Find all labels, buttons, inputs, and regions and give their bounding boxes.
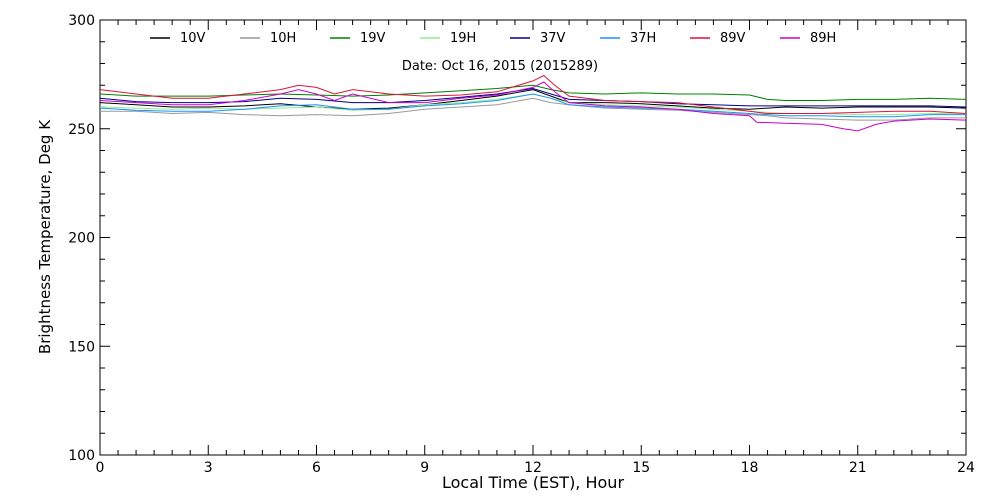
x-tick-label: 18: [741, 460, 759, 476]
ticks-layer: 0 3 6 9 12 15 18 21 24 100 150 200 250 300: [68, 13, 975, 476]
x-tick-label: 6: [312, 460, 321, 476]
y-tick-label: 250: [68, 122, 95, 138]
series-line-19h: [99, 93, 966, 116]
series-layer: [99, 74, 967, 132]
y-tick-label: 300: [68, 13, 95, 29]
series-line-37v: [99, 87, 967, 108]
legend-label: 19V: [360, 31, 386, 46]
x-axis-label: Local Time (EST), Hour: [442, 473, 624, 492]
series-line-89v: [99, 74, 967, 114]
x-tick-label: 15: [632, 460, 650, 476]
series-line-19v: [99, 84, 967, 101]
x-tick-label: 3: [204, 460, 213, 476]
x-tick-label: 9: [420, 460, 429, 476]
series-line-10h: [100, 97, 966, 121]
y-tick-label: 100: [68, 448, 95, 464]
legend-label: 37V: [540, 31, 566, 46]
legend-label: 19H: [450, 31, 476, 46]
x-tick-label: 12: [524, 460, 542, 476]
legend-label: 37H: [630, 31, 656, 46]
series-line-10v: [99, 89, 967, 110]
x-tick-label: 21: [849, 460, 867, 476]
y-tick-label: 150: [68, 339, 95, 355]
chart-subtitle: Date: Oct 16, 2015 (2015289): [402, 59, 598, 74]
y-axis-label: Brightness Temperature, Deg K: [36, 119, 54, 354]
legend: 10V 10H 19V 19H 37V 37H 89V 89H: [150, 31, 836, 46]
y-tick-label: 200: [68, 231, 95, 247]
legend-label: 10H: [270, 31, 296, 46]
series-line-37h: [99, 93, 966, 118]
legend-label: 89V: [720, 31, 746, 46]
series-line-89h: [99, 81, 967, 132]
x-tick-label: 0: [96, 460, 105, 476]
x-tick-label: 24: [957, 460, 975, 476]
legend-label: 10V: [180, 31, 206, 46]
legend-label: 89H: [810, 31, 836, 46]
